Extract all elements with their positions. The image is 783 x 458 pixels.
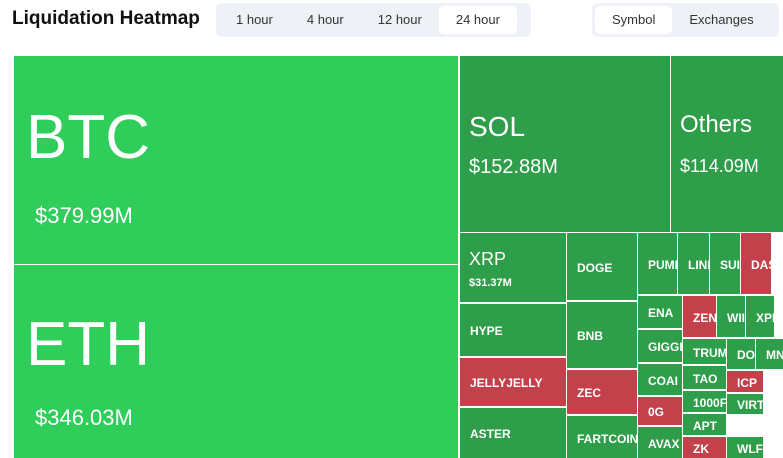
tile-label: MN	[766, 348, 783, 362]
tile-label: TRUM	[693, 346, 727, 360]
tile[interactable]: Others $114.09M	[670, 55, 783, 233]
tile[interactable]: ENA	[637, 295, 683, 329]
tile-label: VIRT	[737, 398, 764, 412]
tile[interactable]: SUI	[709, 232, 741, 295]
tile[interactable]: MN	[755, 338, 783, 370]
tab[interactable]: 4 hour	[290, 6, 361, 34]
tile[interactable]: HYPE	[459, 303, 567, 357]
tile-label: APT	[693, 419, 717, 433]
tile-label: ENA	[648, 306, 673, 320]
tile-label: SUI	[720, 258, 740, 272]
tile-label: AVAX	[648, 437, 680, 451]
tile-label: ASTER	[470, 427, 511, 441]
tile[interactable]: DAS	[740, 232, 772, 295]
tile-label: 0G	[648, 405, 664, 419]
tile[interactable]: SOL $152.88M	[459, 55, 671, 233]
tile-label: COAI	[648, 374, 678, 388]
tile[interactable]: XPI	[745, 295, 775, 338]
tile-value: $346.03M	[35, 405, 133, 431]
heatmap: BTC $379.99M ETH $346.03M SOL $152.88M Others $…	[12, 54, 783, 458]
tile-label: DAS	[751, 258, 772, 272]
tile[interactable]: BTC $379.99M	[13, 55, 459, 265]
tile[interactable]: AVAX	[637, 426, 683, 458]
tile-value: $152.88M	[469, 156, 558, 179]
tile[interactable]: COAI	[637, 363, 683, 396]
tile-label: WII	[727, 311, 745, 325]
tile-value: $114.09M	[680, 156, 759, 177]
tile-label: XRP	[469, 249, 506, 270]
tile[interactable]: LINI	[677, 232, 710, 295]
tile-label: XPI	[756, 311, 775, 325]
tile-label: PUMF	[648, 258, 678, 272]
tile[interactable]: DOGE	[566, 232, 638, 301]
tab[interactable]: 12 hour	[361, 6, 439, 34]
view-tabs: SymbolExchanges	[592, 3, 779, 37]
title: Liquidation Heatmap	[12, 8, 200, 30]
tile[interactable]: ETH $346.03M	[13, 264, 459, 458]
tile-label: ETH	[26, 309, 150, 380]
tile-label: ZEN	[693, 311, 717, 325]
tile-label: JELLYJELLY	[470, 376, 542, 390]
tile-label: FARTCOIN	[577, 432, 638, 446]
tile-label: BNB	[577, 329, 603, 343]
tile-label: DO	[737, 348, 755, 362]
tab[interactable]: Symbol	[595, 6, 672, 34]
tile[interactable]: ICP	[726, 370, 764, 393]
tile-label: 1000F	[693, 396, 727, 410]
tile[interactable]: BNB	[566, 301, 638, 369]
tile-label: BTC	[26, 102, 150, 173]
tile-value: $31.37M	[469, 277, 512, 289]
tile-label: TAO	[693, 372, 717, 386]
tile[interactable]: ZEN	[682, 295, 717, 338]
tile[interactable]: 1000F	[682, 390, 727, 413]
tile[interactable]: JELLYJELLY	[459, 357, 567, 407]
tile-label: GIGGI	[648, 340, 683, 354]
tile-value: $379.99M	[35, 203, 133, 229]
tab[interactable]: 1 hour	[219, 6, 290, 34]
tab[interactable]: 24 hour	[439, 6, 517, 34]
tile[interactable]: VIRT	[726, 393, 764, 415]
tile[interactable]: FARTCOIN	[566, 415, 638, 458]
tab[interactable]: Exchanges	[672, 6, 770, 34]
tile-label: WLFI	[737, 442, 764, 456]
tile[interactable]: GIGGI	[637, 329, 683, 363]
tile[interactable]: ZK	[682, 436, 727, 458]
tile-label: DOGE	[577, 261, 612, 275]
time-tabs: 1 hour4 hour12 hour24 hour	[216, 3, 531, 37]
tile[interactable]: ASTER	[459, 407, 567, 458]
tile-label: ZEC	[577, 386, 601, 400]
tile-label: SOL	[469, 111, 525, 143]
tile[interactable]: WII	[716, 295, 746, 338]
tile[interactable]: ZEC	[566, 369, 638, 415]
tile[interactable]: TAO	[682, 365, 727, 390]
tile[interactable]: PUMF	[637, 232, 678, 295]
tile[interactable]: DO	[726, 338, 756, 370]
tile-label: ICP	[737, 376, 757, 390]
tile-label: ZK	[693, 442, 709, 456]
tile[interactable]: APT	[682, 413, 727, 436]
tile[interactable]: TRUM	[682, 338, 727, 365]
tile-label: Others	[680, 111, 752, 139]
tile[interactable]: XRP $31.37M	[459, 232, 567, 303]
tile[interactable]: 0G	[637, 396, 683, 426]
tile-label: LINI	[688, 258, 710, 272]
tile[interactable]: WLFI	[726, 436, 764, 458]
tile-label: HYPE	[470, 324, 503, 338]
